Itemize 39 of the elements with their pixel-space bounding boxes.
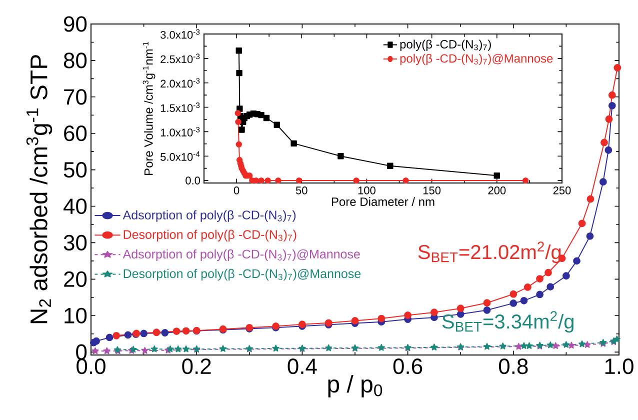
x-tick-label: 0.2 [182,358,211,374]
legend-label: poly(β -CD-(N$_{3}$)$_{7}$) [400,40,491,51]
legend-label: Adsorption of poly(β -CD-(N$_{3}$)$_{7}$) [122,210,296,222]
y-tick-label: 90 [64,16,87,32]
y-tick-label: 3.0x10$^{-3}$ [160,29,200,39]
legend-label: Desorption of poly(β -CD-(N$_{3}$)$_{7}$)@Mannose [124,268,361,281]
x-tick-label: 0 [234,186,240,194]
y-axis-title: Pore Volume /cm$^{3}$g$^{-1}$nm$^{-1}$ [142,42,156,175]
annotation: S$_{BET}$=3.34m$^{2}$/g [442,311,574,333]
y-tick-label: 40 [64,198,87,214]
legend-label: Adsorption of poly(β -CD-(N$_{3}$)$_{7}$)@Mannose [122,249,360,261]
y-tick-label: 80 [64,52,87,68]
x-axis-title: p / p$_{0}$ [328,374,382,398]
y-tick-label: 5.0x10$^{-4}$ [160,151,200,161]
y-tick-label: 10 [64,308,87,324]
y-tick-label: 2.5x10$^{-3}$ [160,54,200,64]
legend-label: poly(β -CD-(N$_{3}$)$_{7}$)@Mannose [400,54,553,66]
x-tick-label: 1.0 [605,358,634,374]
x-tick-label: 0.0 [76,358,106,374]
x-tick-label: 200 [488,186,506,194]
x-tick-label: 150 [423,186,441,194]
y-tick-label: 50 [64,162,87,178]
x-axis-title: Pore Diameter / nm [332,197,434,206]
x-tick-label: 50 [296,186,308,194]
y-tick-label: 30 [64,234,87,251]
y-tick-label: 20 [64,271,87,287]
y-tick-label: 60 [64,126,87,142]
y-tick-label: 1.0x10$^{-3}$ [160,126,200,136]
x-tick-label: 0.6 [393,358,422,374]
x-tick-label: 0.4 [288,358,317,374]
y-axis-title: N$_{2}$ adsorbed /cm$^{3}$g$^{-1}$ STP [26,55,52,324]
x-tick-label: 100 [358,186,376,194]
y-tick-label: 0.0 [186,176,200,184]
y-tick-label: 1.5x10$^{-3}$ [160,102,200,112]
legend-label: Desorption of poly(β -CD-(N$_{3}$)$_{7}$) [124,230,296,242]
y-tick-label: 70 [64,89,87,105]
x-tick-label: 250 [553,186,571,194]
y-tick-label: 2.0x10$^{-3}$ [160,78,200,88]
x-tick-label: 0.8 [498,358,528,374]
